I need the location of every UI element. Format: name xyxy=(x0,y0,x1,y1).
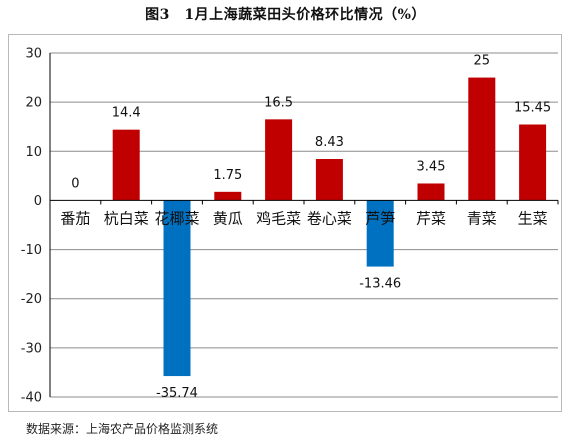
y-axis-ticks: 30 20 10 0 -10 -20 -30 -40 xyxy=(21,47,42,406)
y-tick-label: 0 xyxy=(34,194,42,209)
bar xyxy=(366,200,394,267)
category-label: 生菜 xyxy=(518,209,548,227)
y-tick-label: 30 xyxy=(25,47,42,62)
category-label: 花椰菜 xyxy=(154,209,199,227)
y-tick-label: 10 xyxy=(25,145,42,160)
bar xyxy=(468,77,496,201)
data-label: -13.46 xyxy=(359,277,401,292)
category-label: 杭白菜 xyxy=(104,209,149,227)
y-tick-label: 20 xyxy=(25,96,42,111)
category-label: 芦笋 xyxy=(365,209,395,227)
y-tick-label: -40 xyxy=(21,391,42,406)
data-source-note: 数据来源：上海农产品价格监测系统 xyxy=(26,422,219,436)
bar xyxy=(265,119,293,201)
bar xyxy=(417,183,445,201)
data-label: 25 xyxy=(474,54,491,69)
y-tick-label: -10 xyxy=(21,243,42,258)
bar xyxy=(519,124,547,201)
data-label: 14.4 xyxy=(112,106,141,121)
data-label: 16.5 xyxy=(264,95,293,110)
y-tick-label: -20 xyxy=(21,292,42,307)
category-label: 黄瓜 xyxy=(213,209,243,227)
data-label: 3.45 xyxy=(417,159,446,174)
category-label: 芹菜 xyxy=(416,209,446,227)
category-label: 卷心菜 xyxy=(307,209,352,227)
bar xyxy=(214,191,242,201)
bars xyxy=(112,77,547,377)
category-label: 番茄 xyxy=(60,209,90,227)
axes xyxy=(49,53,559,397)
y-tick-label: -30 xyxy=(21,341,42,356)
data-label: 0 xyxy=(71,176,79,191)
bar xyxy=(112,129,140,201)
bar xyxy=(163,200,191,377)
bar xyxy=(315,159,343,201)
data-label: 1.75 xyxy=(213,168,242,183)
category-label: 鸡毛菜 xyxy=(256,209,301,227)
data-label: 15.45 xyxy=(514,101,551,116)
data-labels: 0 14.4 -35.74 1.75 16.5 8.43 -13.46 3.45 25 15.45 xyxy=(71,54,551,401)
data-label: 8.43 xyxy=(315,135,344,150)
chart-title: 图3 1月上海蔬菜田头价格环比情况（%） xyxy=(145,7,426,23)
category-label: 青菜 xyxy=(467,209,497,227)
category-labels: 番茄 杭白菜 花椰菜 黄瓜 鸡毛菜 卷心菜 芦笋 芹菜 青菜 生菜 xyxy=(60,209,547,227)
data-label: -35.74 xyxy=(156,386,198,401)
